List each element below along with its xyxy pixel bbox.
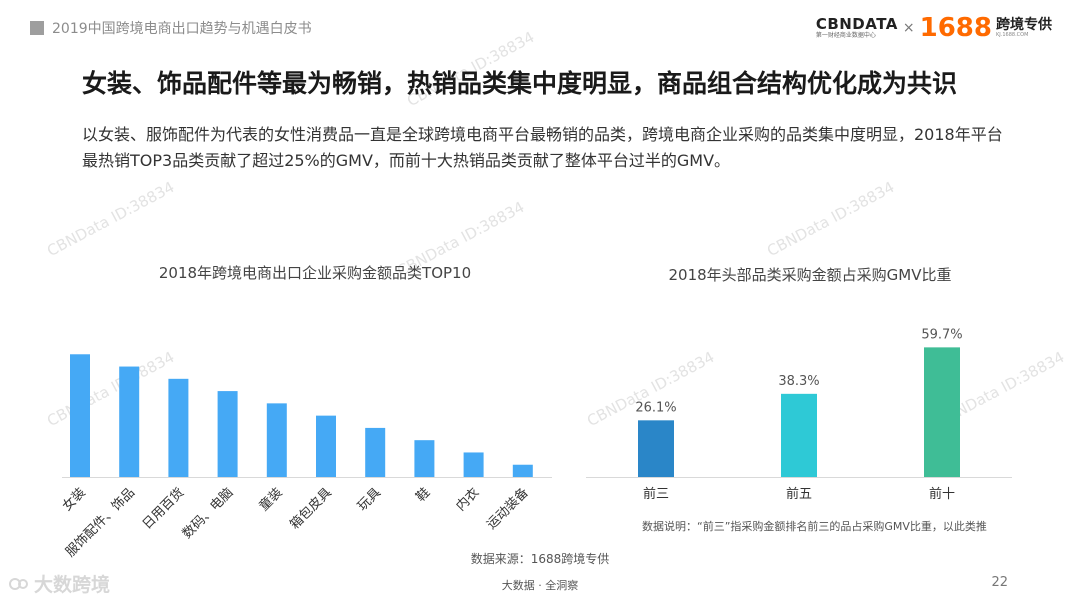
- kj-logo: 跨境专供 KJ.1688.COM: [992, 18, 1052, 38]
- chart1-bar: [266, 403, 287, 477]
- chart1-category-label: 童装: [256, 485, 286, 515]
- header-square-icon: [30, 21, 44, 35]
- chart2-bar: [638, 420, 674, 477]
- chart1-category-label: 鞋: [413, 485, 434, 506]
- chart2-value-label: 38.3%: [778, 374, 819, 389]
- chart2-bar: [924, 347, 960, 477]
- chart2-value-label: 26.1%: [635, 400, 676, 415]
- chart1-category-label: 日用百货: [139, 485, 187, 533]
- chart1-bar: [70, 354, 90, 477]
- intro-paragraph: 以女装、服饰配件为代表的女性消费品一直是全球跨境电商平台最畅销的品类，跨境电商企…: [82, 125, 1003, 170]
- chart1-bar: [463, 452, 484, 477]
- report-title: 2019中国跨境电商出口趋势与机遇白皮书: [52, 21, 312, 37]
- chart2-category-label: 前三: [643, 486, 669, 502]
- chart2-value-label: 59.7%: [921, 327, 962, 342]
- data-source: 数据来源：1688跨境专供: [470, 552, 610, 566]
- chart1-bar: [512, 464, 533, 477]
- chart1-category-label: 箱包皮具: [287, 485, 335, 533]
- chart1-bar: [365, 427, 386, 477]
- kj-logo-subtext: KJ.1688.COM: [996, 32, 1029, 38]
- chart1-bar: [217, 391, 238, 477]
- chart1-title: 2018年跨境电商出口企业采购金额品类TOP10: [158, 264, 472, 282]
- page-headline: 女装、饰品配件等最为畅销，热销品类集中度明显，商品组合结构优化成为共识: [82, 69, 958, 98]
- chart2-category-label: 前五: [786, 486, 812, 502]
- chart2-bar: [781, 393, 817, 477]
- cbndata-logo-text: CBNDATA: [815, 15, 898, 33]
- chart1-category-label: 内衣: [453, 485, 483, 515]
- chart1-bar: [168, 378, 189, 477]
- bottom-logo-text: 大数跨境: [34, 574, 111, 596]
- chart2-category-label: 前十: [929, 486, 955, 502]
- report-header: 2019中国跨境电商出口趋势与机遇白皮书: [30, 18, 312, 38]
- chart1-bar: [316, 415, 336, 477]
- brand-separator: ×: [902, 20, 915, 36]
- chart1-category-label: 数码、电脑: [180, 485, 237, 542]
- chart1-category-label: 运动装备: [484, 485, 532, 533]
- bottom-logo-icon: [9, 577, 28, 590]
- page-number: 22: [991, 575, 1008, 590]
- logo-1688: 1688: [919, 13, 992, 43]
- brand-logos: CBNDATA 第一财经商业数据中心 × 1688 跨境专供 KJ.1688.C…: [816, 14, 1052, 42]
- data-note: 数据说明：“前三”指采购金额排名前三的品占采购GMV比重，以此类推: [642, 520, 987, 533]
- bottom-logo: 大数跨境: [8, 570, 110, 597]
- chart1-category-label: 女装: [59, 485, 89, 515]
- cbndata-logo: CBNDATA 第一财经商业数据中心: [816, 16, 898, 40]
- cbndata-logo-subtext: 第一财经商业数据中心: [815, 32, 876, 39]
- kj-logo-text: 跨境专供: [996, 17, 1052, 33]
- chart1-category-label: 玩具: [355, 485, 384, 514]
- chart1-bar: [119, 366, 140, 477]
- chart2-title: 2018年头部品类采购金额占采购GMV比重: [668, 266, 952, 284]
- footer-slogan: 大数据 · 全洞察: [501, 579, 579, 592]
- chart1-bar: [414, 440, 435, 477]
